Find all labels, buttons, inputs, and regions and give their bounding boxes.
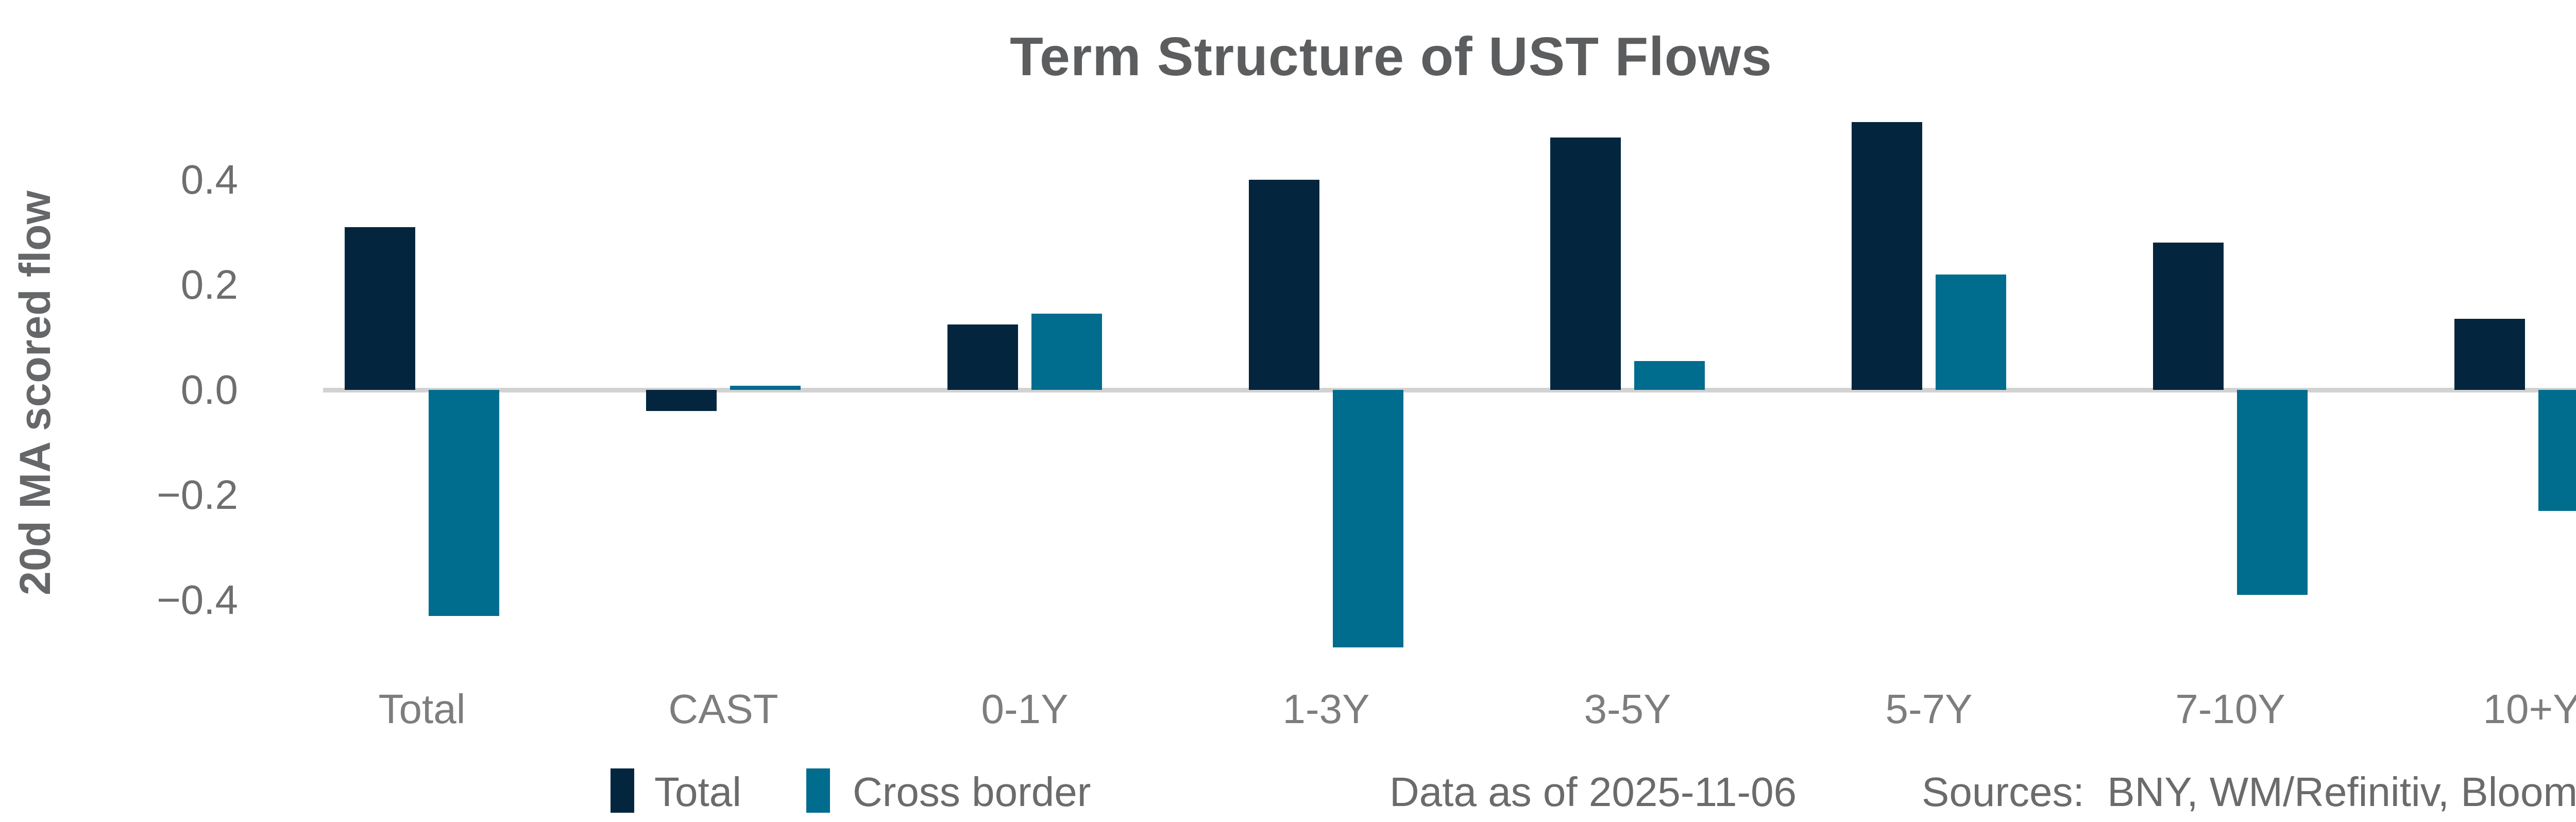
legend-swatch-cross-border: [806, 768, 830, 813]
x-axis-baseline: [323, 388, 2576, 392]
bar-total-cast: [646, 390, 717, 411]
bar-total-3-5y: [1550, 138, 1621, 390]
legend-label-total: Total: [654, 769, 741, 815]
bar-total-5-7y: [1852, 122, 1922, 390]
legend-label-cross-border: Cross border: [853, 769, 1091, 815]
y-tick-label: 0.2: [180, 262, 238, 307]
legend-swatch-total: [611, 768, 634, 813]
x-category-label-3-5y: 3-5Y: [1584, 686, 1671, 732]
x-category-label-1-3y: 1-3Y: [1282, 686, 1370, 732]
y-tick-label: 0.0: [180, 367, 238, 413]
bar-cross-border-total: [429, 390, 499, 616]
y-tick-label: −0.2: [157, 472, 238, 518]
x-category-label-0-1y: 0-1Y: [981, 686, 1069, 732]
bar-cross-border-5-7y: [1936, 274, 2006, 390]
bar-total-total: [345, 227, 415, 390]
bar-cross-border-10+y: [2538, 390, 2576, 511]
chart-title: Term Structure of UST Flows: [1010, 26, 1772, 87]
x-category-label-10+y: 10+Y: [2483, 686, 2576, 732]
bar-total-1-3y: [1249, 180, 1319, 390]
bar-cross-border-0-1y: [1031, 314, 1102, 390]
y-tick-label: −0.4: [157, 577, 238, 623]
bar-cross-border-cast: [730, 385, 801, 390]
x-category-label-cast: CAST: [668, 686, 778, 732]
x-category-label-total: Total: [378, 686, 466, 732]
x-category-label-5-7y: 5-7Y: [1885, 686, 1973, 732]
bar-cross-border-1-3y: [1333, 390, 1403, 647]
bar-total-7-10y: [2153, 243, 2224, 390]
data-as-of-note: Data as of 2025-11-06: [1389, 769, 1797, 815]
y-tick-label: 0.4: [180, 157, 238, 202]
sources-note: Sources: BNY, WM/Refinitiv, Bloomberg: [1922, 769, 2576, 815]
bar-total-0-1y: [947, 324, 1018, 390]
bar-cross-border-7-10y: [2237, 390, 2308, 595]
bar-total-10+y: [2454, 319, 2525, 390]
bar-cross-border-3-5y: [1634, 361, 1705, 390]
x-category-label-7-10y: 7-10Y: [2175, 686, 2285, 732]
